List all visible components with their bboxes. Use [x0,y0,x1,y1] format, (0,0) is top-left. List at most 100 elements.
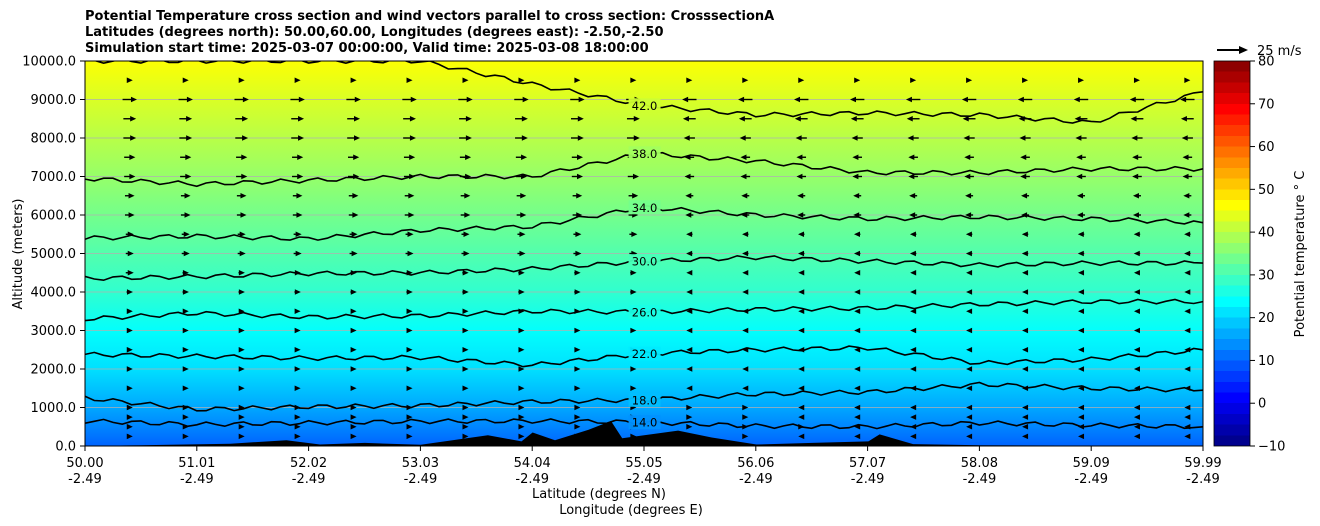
wind-arrowhead [686,308,693,315]
x-tick-label-lon: -2.49 [851,472,885,487]
wind-arrowhead [242,96,249,103]
wind-arrowhead [574,269,581,276]
colorbar-tick-label: −10 [1258,440,1285,455]
wind-arrowhead [796,173,803,180]
wind-arrowhead [909,231,916,238]
wind-arrowhead [686,327,693,334]
wind-arrowhead [574,385,581,392]
x-tick-label-lon: -2.49 [627,472,661,487]
wind-arrowhead [240,192,247,199]
wind-arrowhead [574,77,581,84]
wind-arrowhead [798,250,805,257]
contour-label-bg [628,146,661,161]
wind-arrowhead [129,154,136,161]
contour-label: 38.0 [632,147,658,161]
wind-arrowhead [1022,327,1029,334]
wind-arrowhead [965,231,972,238]
wind-arrowhead [849,96,856,103]
wind-arrowhead [854,308,861,315]
wind-arrowhead [242,135,249,141]
wind-arrowhead [854,327,861,334]
wind-arrowhead [464,192,471,199]
wind-arrowhead [1022,366,1029,372]
wind-arrowhead [1022,77,1029,84]
wind-arrowhead [521,135,528,141]
wind-arrowhead [182,346,189,353]
wind-arrowhead [1076,173,1083,180]
wind-arrowhead [966,327,973,334]
contour-label: 14.0 [632,416,658,430]
wind-arrowhead [853,231,860,238]
chart-title-line-3: Simulation start time: 2025-03-07 00:00:… [85,41,649,56]
y-tick-label: 6000.0 [31,209,77,224]
wind-arrowhead [739,135,746,141]
wind-arrowhead [520,192,527,199]
wind-arrowhead [294,423,301,430]
x-tick-label-lon: -2.49 [1186,472,1220,487]
wind-arrowhead [795,135,802,141]
wind-arrowhead [351,231,358,238]
wind-arrowhead [350,385,357,392]
wind-arrowhead [296,212,303,218]
wind-arrowhead [126,308,133,315]
wind-arrowhead [462,269,469,276]
wind-arrowhead [854,366,861,372]
wind-arrowhead [518,366,525,372]
y-tick-label: 2000.0 [31,363,77,378]
wind-arrowhead [182,433,189,440]
x-tick-label-lat: 58.08 [961,456,998,471]
x-tick-label-lat: 53.03 [402,456,439,471]
quiver-key: 25 m/s [1217,44,1302,59]
wind-arrowhead [742,289,749,295]
wind-arrowhead [909,192,916,199]
x-tick-label-lat: 52.02 [290,456,327,471]
wind-arrowhead [686,231,693,238]
wind-arrowhead [1022,289,1029,295]
wind-arrowhead [1133,289,1140,295]
y-tick-label: 10000.0 [22,55,76,70]
wind-arrowhead [240,212,247,218]
wind-arrowhead [575,231,582,238]
wind-arrowhead [854,289,861,295]
wind-arrowhead [186,96,193,103]
wind-arrowhead [241,173,248,180]
wind-arrowhead [965,250,972,257]
y-tick-label: 5000.0 [31,247,77,262]
wind-arrowhead [1131,135,1138,141]
wind-arrowhead [738,115,745,122]
wind-arrowhead [126,404,133,411]
wind-arrowhead [350,423,357,430]
wind-arrowhead [854,346,861,353]
wind-arrowhead [126,289,133,295]
colorbar-tick-label: 10 [1258,354,1275,369]
wind-arrowhead [238,366,245,372]
wind-arrowhead [966,433,973,440]
wind-arrowhead [1073,96,1080,103]
wind-arrowhead [851,135,858,141]
wind-arrowhead [742,231,749,238]
wind-arrowhead [238,346,245,353]
wind-arrowhead [1133,308,1140,315]
wind-arrowhead [297,173,304,180]
wind-arrowhead [126,77,133,84]
wind-arrowhead [1078,414,1085,420]
chart-title-line-2: Latitudes (degrees north): 50.00,60.00, … [85,25,664,40]
wind-arrowhead [630,327,637,334]
wind-arrowhead [294,346,301,353]
wind-arrowhead [574,346,581,353]
wind-arrowhead [241,154,248,161]
wind-vectors [122,77,1195,440]
wind-arrowhead [966,269,973,276]
colorbar-label: Potential temperature ° C [1293,171,1308,338]
wind-arrowhead [185,173,192,180]
wind-arrowhead [1182,173,1189,180]
wind-arrowhead [798,77,805,84]
wind-arrowhead [686,366,693,372]
wind-arrowhead [961,96,968,103]
wind-arrowhead [128,192,135,199]
wind-arrowhead [239,250,246,257]
wind-arrowhead [518,327,525,334]
x-tick-label-lon: -2.49 [515,472,549,487]
wind-arrowhead [1180,115,1187,122]
colorbar [1214,61,1250,446]
